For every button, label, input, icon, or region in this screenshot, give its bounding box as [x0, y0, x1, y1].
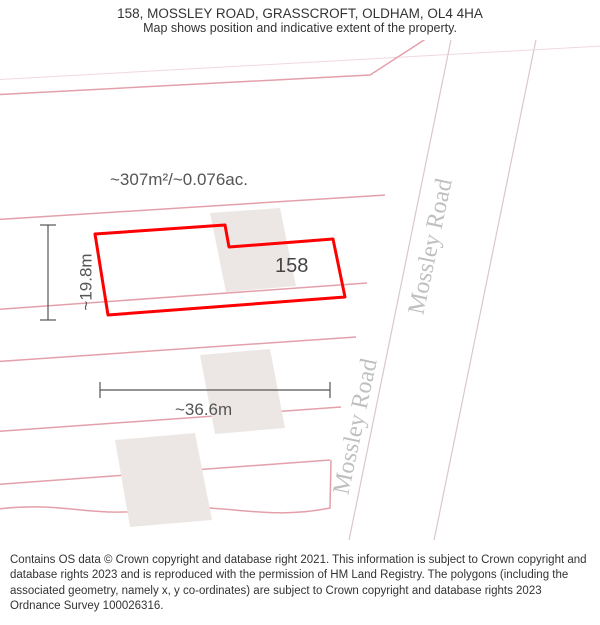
footer-copyright: Contains OS data © Crown copyright and d… — [0, 545, 600, 625]
header: 158, MOSSLEY ROAD, GRASSCROFT, OLDHAM, O… — [0, 0, 600, 39]
house-number-label: 158 — [275, 255, 308, 278]
area-label: ~307m²/~0.076ac. — [110, 170, 248, 190]
address-line: 158, MOSSLEY ROAD, GRASSCROFT, OLDHAM, O… — [10, 6, 590, 21]
width-dimension-label: ~36.6m — [175, 400, 232, 420]
height-dimension-label: ~19.8m — [77, 253, 97, 310]
map-canvas: ~307m²/~0.076ac. ~19.8m ~36.6m 158 Mossl… — [0, 40, 600, 540]
subtitle-line: Map shows position and indicative extent… — [10, 21, 590, 35]
